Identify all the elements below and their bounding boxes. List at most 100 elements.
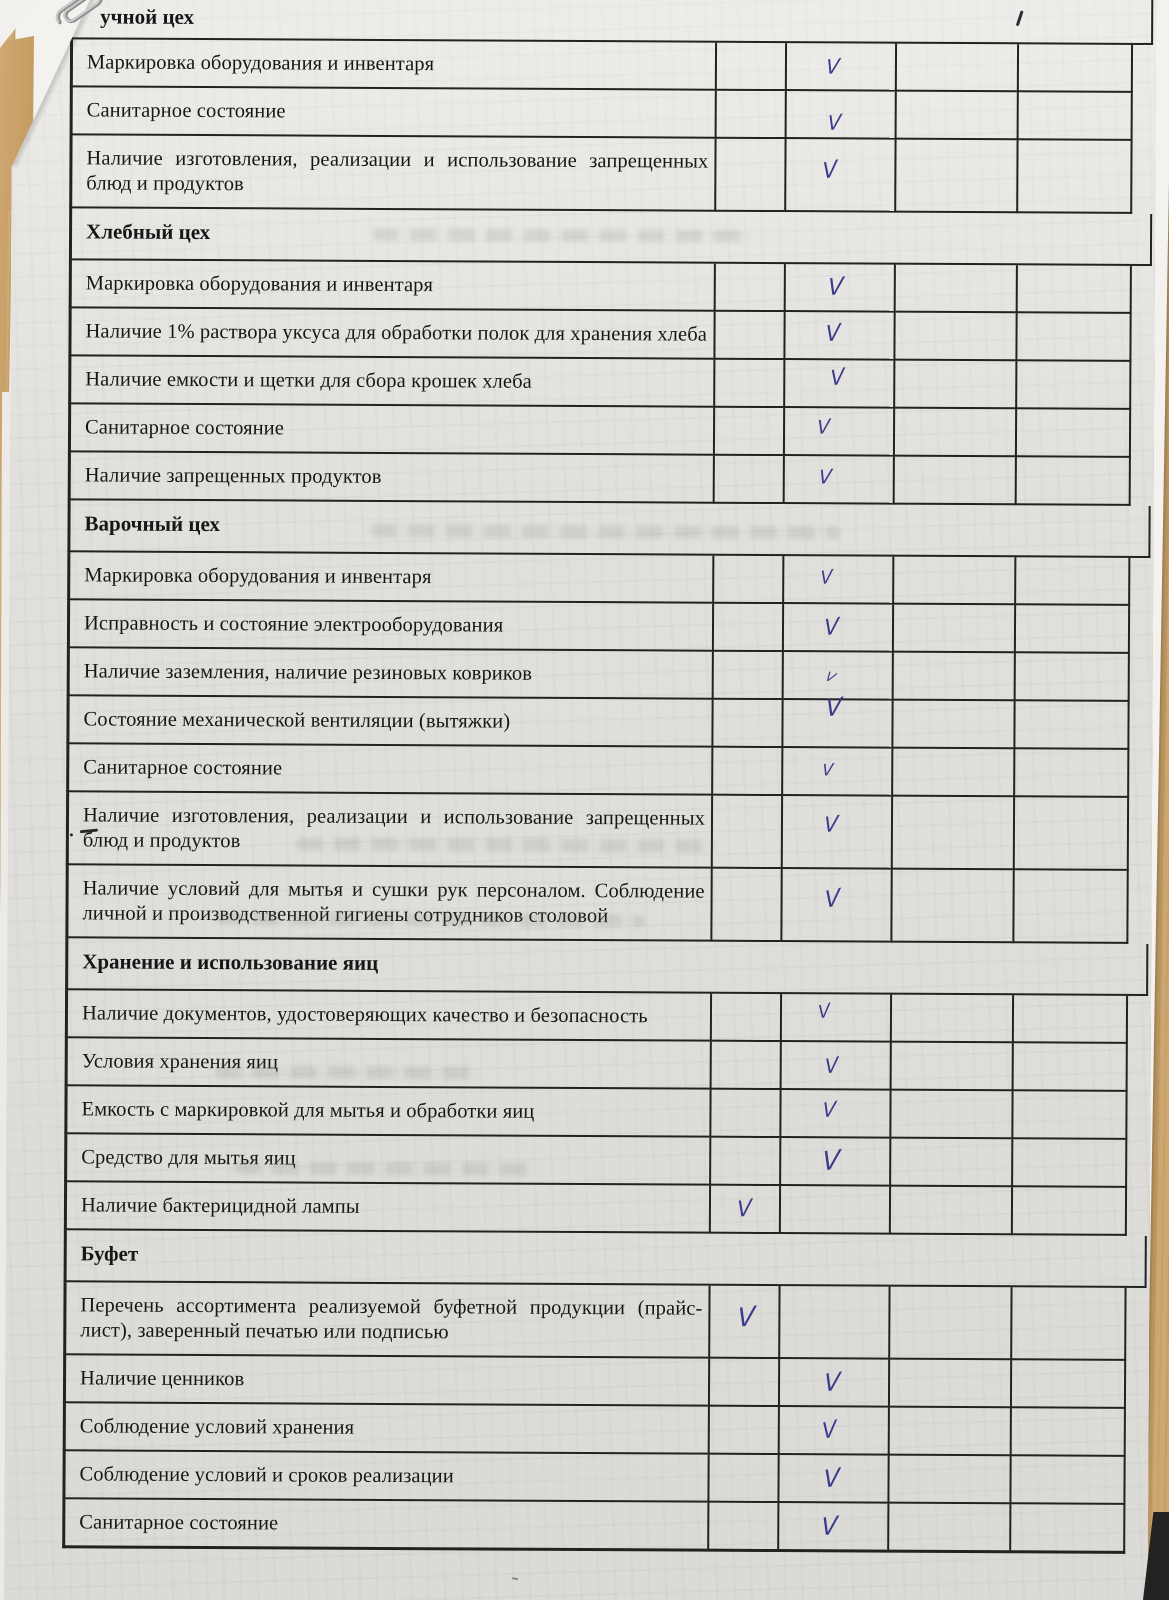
- checklist-item-label: Наличие емкости и щетки для сбора крошек…: [68, 356, 713, 407]
- checklist-item-label: Санитарное состояние: [66, 744, 711, 795]
- handwritten-check-mark: V: [737, 1194, 753, 1223]
- mark-cell-col4: [1011, 1187, 1127, 1236]
- checklist-item-label: Наличие документов, удостоверяющих качес…: [65, 990, 710, 1041]
- mark-cell-col1: V: [708, 1286, 778, 1359]
- mark-cell-col3: [895, 44, 1017, 93]
- handwritten-check-mark: V: [825, 53, 841, 80]
- mark-cell-col1: [711, 796, 781, 869]
- table-row: Соблюдение условий и сроков реализации V: [62, 1451, 1145, 1505]
- section-title: Буфет: [80, 1241, 139, 1266]
- table-row: Санитарное состояние V: [62, 1499, 1145, 1554]
- table-row: Маркировка оборудования и инвентаря V: [70, 39, 1153, 93]
- mark-cell-col1: [707, 1503, 777, 1552]
- mark-cell-col3: [887, 1504, 1009, 1554]
- checklist-table: учной цех Маркировка оборудования и инвен…: [62, 0, 1153, 1554]
- mark-cell-col1: [708, 1407, 778, 1455]
- table-row: Условия хранения яиц V: [65, 1038, 1148, 1092]
- section-header: Хранение и использование яиц: [65, 938, 1148, 996]
- mark-cell-col2: V: [782, 604, 892, 653]
- mark-cell-col2: V: [778, 1359, 888, 1408]
- handwritten-check-mark: V: [736, 1300, 756, 1334]
- handwritten-check-mark: V: [821, 1144, 841, 1178]
- mark-cell-col1: V: [709, 1186, 779, 1234]
- table-row: Соблюдение условий хранения V: [63, 1403, 1146, 1457]
- table-row: Емкость с маркировкой для мытья и обрабо…: [64, 1086, 1147, 1140]
- checklist-item-label: Наличие изготовления, реализации и испол…: [66, 792, 711, 868]
- mark-cell-col1: [709, 1090, 779, 1138]
- checklist-item-label: Санитарное состояние: [68, 404, 713, 455]
- mark-cell-col3: [887, 1456, 1009, 1505]
- mark-cell-col3: [895, 92, 1017, 141]
- mark-cell-col4: [1009, 1504, 1125, 1554]
- mark-cell-col1: [712, 556, 782, 604]
- mark-cell-col3: [890, 1043, 1012, 1092]
- mark-cell-col1: [710, 869, 780, 942]
- handwritten-check-mark: V: [821, 1415, 838, 1445]
- handwritten-check-mark: V: [820, 1511, 839, 1542]
- mark-cell-col2: V: [781, 748, 891, 797]
- mark-cell-col4: [1013, 797, 1129, 871]
- checklist-item-label: Исправность и состояние электрооборудова…: [67, 600, 712, 651]
- checklist-item-label: Маркировка оборудования и инвентаря: [69, 260, 714, 311]
- table-row: Средство для мытья яиц V: [64, 1134, 1147, 1188]
- mark-cell-col4: [1010, 1360, 1126, 1409]
- mark-cell-col4: [1010, 1408, 1126, 1457]
- mark-cell-col4: [1013, 749, 1129, 798]
- mark-cell-col4: [1015, 313, 1131, 362]
- mark-cell-col3: [888, 1287, 1010, 1361]
- mark-cell-col1: [715, 91, 785, 139]
- mark-cell-col3: [894, 140, 1016, 214]
- handwritten-check-mark: V: [824, 613, 840, 642]
- handwritten-check-mark: V: [817, 465, 833, 490]
- table-row: Наличие изготовления, реализации и испол…: [66, 792, 1149, 871]
- checklist-item-label: Состояние механической вентиляции (вытяж…: [66, 696, 711, 747]
- mark-cell-col3: [891, 797, 1013, 871]
- handwritten-check-mark: V: [822, 1096, 837, 1123]
- mark-cell-col1: [712, 604, 782, 652]
- mark-cell-col2: V: [784, 139, 894, 213]
- mark-cell-col4: [1015, 409, 1131, 458]
- handwritten-check-mark: V: [827, 273, 845, 302]
- section-header: Хлебный цех: [69, 208, 1152, 266]
- mark-cell-col3: [892, 605, 1014, 654]
- mark-cell-col3: [890, 870, 1012, 944]
- mark-cell-col1: [711, 700, 781, 748]
- handwritten-check-mark: V: [820, 565, 833, 589]
- handwritten-check-mark: V: [823, 1462, 840, 1494]
- mark-cell-col1: [711, 748, 781, 796]
- table-row: Наличие запрещенных продуктов V: [68, 452, 1151, 506]
- mark-cell-col1: [715, 43, 785, 91]
- table-row: Наличие документов, удостоверяющих качес…: [65, 990, 1148, 1044]
- table-row: Наличие бактерицидной лампы V: [64, 1182, 1147, 1236]
- mark-cell-col4: [1012, 870, 1128, 944]
- handwritten-check-mark: V: [824, 1051, 839, 1079]
- mark-cell-col3: [893, 409, 1015, 458]
- section-header: Варочный цех: [67, 500, 1150, 558]
- mark-cell-col2: V: [783, 456, 893, 505]
- checklist-item-label: Маркировка оборудования и инвентаря: [67, 552, 712, 603]
- checklist-item-label: Наличие условий для мытья и сушки рук пе…: [65, 865, 710, 941]
- section-header: учной цех: [70, 0, 1153, 45]
- handwritten-check-mark: V: [823, 1367, 841, 1398]
- handwritten-check-mark: V: [821, 759, 834, 780]
- mark-cell-col2: V: [781, 796, 891, 870]
- mark-cell-col4: [1014, 557, 1130, 606]
- handwritten-check-mark: V: [816, 415, 830, 440]
- mark-cell-col1: [710, 1042, 780, 1090]
- section-header: Буфет: [64, 1230, 1147, 1288]
- checklist-item-label: Наличие ценников: [63, 1355, 708, 1406]
- mark-cell-col3: [889, 1139, 1011, 1188]
- mark-cell-col4: [1015, 361, 1131, 410]
- checklist-item-label: Наличие заземления, наличие резиновых ко…: [67, 648, 712, 699]
- handwritten-check-mark: V: [822, 156, 839, 186]
- mark-cell-col4: [1013, 701, 1129, 750]
- checklist-item-label: Наличие изготовления, реализации и испол…: [69, 135, 714, 211]
- mark-cell-col2: V: [779, 1138, 889, 1187]
- table-row: Наличие изготовления, реализации и испол…: [69, 135, 1152, 214]
- mark-cell-col1: [714, 139, 784, 212]
- mark-cell-col3: [893, 313, 1015, 362]
- handwritten-check-mark: V: [829, 363, 845, 391]
- section-title: учной цех: [100, 4, 195, 29]
- checklist-item-label: Емкость с маркировкой для мытья и обрабо…: [64, 1086, 709, 1137]
